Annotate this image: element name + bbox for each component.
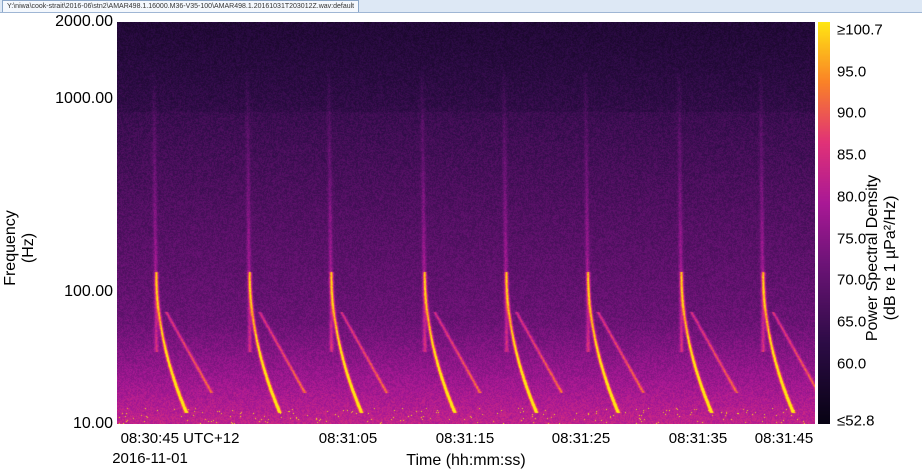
colorbar-tick: 60.0: [837, 355, 867, 373]
y-tick-label: 1000.00: [55, 90, 113, 107]
file-tab[interactable]: Y:\niwa\cook-strait\2016-06\stn2\AMAR498…: [2, 0, 360, 12]
y-tick-label: 100.00: [64, 283, 113, 300]
y-tick-label: 2000.00: [55, 13, 113, 30]
x-tick-label: 08:31:15: [435, 430, 495, 447]
x-axis-label: Time (hh:mm:ss): [406, 452, 526, 469]
x-tick-label: 08:31:35: [668, 430, 728, 447]
x-date-label: 2016-11-01: [112, 450, 188, 467]
x-tick-label: 08:30:45 UTC+12: [120, 430, 240, 447]
colorbar: [818, 22, 830, 424]
colorbar-tick: ≥100.7: [837, 21, 883, 39]
x-tick-label: 08:31:25: [551, 430, 611, 447]
colorbar-tick: 90.0: [837, 104, 867, 122]
colorbar-tick: 80.0: [837, 188, 867, 206]
colorbar-tick: 95.0: [837, 63, 867, 81]
colorbar-tick: 75.0: [837, 230, 867, 248]
y-axis-label: Frequency (Hz): [2, 200, 38, 286]
colorbar-tick: ≤52.8: [837, 412, 875, 430]
x-tick-label: 08:31:45: [754, 430, 814, 447]
y-label-line: Frequency: [2, 210, 19, 286]
colorbar-tick: 70.0: [837, 271, 867, 289]
y-tick-label: 10.00: [72, 415, 113, 432]
x-tick-label: 08:31:05: [318, 430, 378, 447]
colorbar-tick: 65.0: [837, 313, 867, 331]
spectrogram[interactable]: [117, 22, 815, 424]
colorbar-label-line: (dB re 1 µPa²/Hz): [882, 195, 899, 321]
y-label-line: (Hz): [20, 232, 37, 264]
colorbar-label: Power Spectral Density (dB re 1 µPa²/Hz): [842, 150, 922, 350]
colorbar-tick: 85.0: [837, 146, 867, 164]
title-bar: Y:\niwa\cook-strait\2016-06\stn2\AMAR498…: [0, 0, 922, 13]
colorbar-label-line: Power Spectral Density: [864, 174, 881, 342]
